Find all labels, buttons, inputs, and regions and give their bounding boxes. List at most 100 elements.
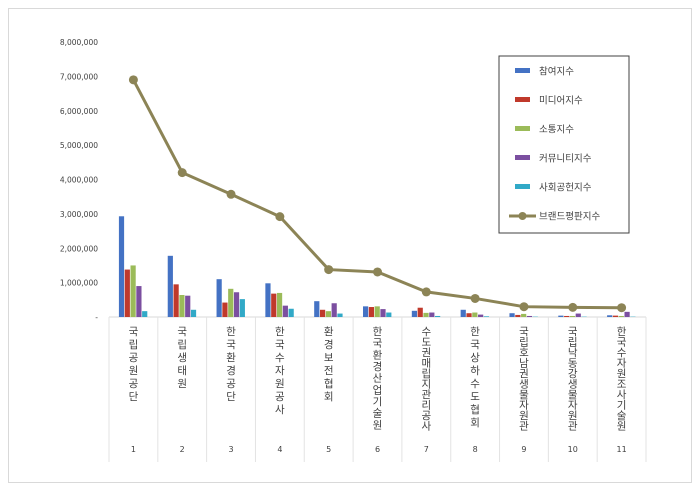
category-number-label: 8 (473, 445, 478, 454)
bar-3 (569, 315, 576, 317)
bar-4 (136, 286, 142, 317)
bar-4 (429, 312, 435, 317)
bar-1 (509, 313, 515, 317)
bar-2 (124, 269, 130, 317)
y-tick-label: 7,000,000 (60, 72, 98, 81)
brand-index-point (421, 287, 431, 297)
line-series (128, 75, 627, 313)
bars (118, 216, 636, 317)
bar-5 (190, 309, 197, 317)
bar-3 (374, 306, 380, 317)
bar-3 (618, 315, 624, 317)
category-number-label: 4 (277, 445, 282, 454)
bar-1 (363, 306, 369, 317)
bar-3 (228, 288, 234, 317)
bar-1 (265, 283, 271, 317)
bar-4 (233, 292, 240, 317)
legend-swatch (515, 184, 530, 189)
legend-swatch (515, 155, 530, 160)
y-axis: - 1,000,000 2,000,000 3,000,000 4,000,000 5,0… (60, 38, 98, 322)
brand-index-point (226, 189, 236, 199)
brand-index-point (470, 293, 480, 303)
bar-3 (325, 311, 331, 317)
legend-label: 참여지수 (539, 66, 574, 78)
bar-2 (271, 293, 277, 317)
bar-1 (118, 216, 125, 317)
bar-5 (386, 312, 392, 317)
y-tick-label: 1,000,000 (60, 279, 98, 288)
bar-2 (368, 307, 374, 317)
legend-label: 미디어지수 (539, 96, 583, 107)
bar-4 (478, 314, 484, 317)
bar-3 (521, 313, 527, 317)
bar-4 (624, 311, 630, 317)
bar-2 (515, 314, 521, 317)
x-axis: 국 립 공 원 공 단 1 국 립 생 태 원 2 한 국 환 경 공 단 3 한 국 수 자 원 공 사 4 환 경 보 전 협 회 5 한 국 환 경 산… (108, 316, 647, 462)
bar-2 (417, 307, 423, 317)
category-number-label: 9 (521, 445, 526, 454)
bar-5 (483, 316, 490, 317)
chart-svg: - 1,000,000 2,000,000 3,000,000 4,000,000 5,0… (60, 38, 647, 462)
bar-1 (411, 310, 418, 317)
bar-4 (380, 309, 386, 317)
bar-1 (558, 315, 564, 317)
category-number-label: 6 (375, 445, 380, 454)
brand-index-point (568, 302, 578, 312)
bar-5 (288, 308, 294, 317)
bar-4 (575, 313, 581, 317)
bar-5 (142, 311, 148, 317)
bar-2 (612, 315, 619, 317)
bar-1 (607, 315, 613, 317)
brand-index-point (519, 302, 529, 312)
brand-index-point (128, 75, 138, 85)
category-number-label: 3 (228, 445, 233, 454)
bar-5 (435, 315, 441, 317)
y-tick-label: 2,000,000 (60, 244, 98, 253)
legend-box (498, 55, 630, 234)
category-number-label: 11 (616, 445, 626, 454)
y-tick-label: - (95, 313, 98, 322)
bar-5 (337, 313, 343, 317)
bar-4 (526, 315, 533, 317)
bar-1 (314, 301, 320, 317)
category-number-label: 5 (326, 445, 331, 454)
brand-index-point (324, 265, 334, 275)
bar-5 (239, 299, 245, 317)
brand-index-point (275, 212, 285, 222)
brand-index-point (177, 168, 187, 178)
bar-4 (185, 295, 191, 317)
legend-swatch (515, 97, 530, 102)
bar-3 (472, 312, 478, 317)
legend-label: 브랜드평판지수 (539, 212, 600, 223)
bar-3 (179, 295, 185, 317)
bar-2 (564, 315, 570, 317)
legend-label: 사회공헌지수 (539, 183, 592, 194)
y-tick-label: 8,000,000 (60, 38, 98, 47)
y-tick-label: 3,000,000 (60, 210, 98, 219)
bar-1 (167, 255, 173, 317)
brand-index-point (373, 267, 382, 277)
category-number-label: 2 (180, 445, 185, 454)
bar-3 (276, 292, 283, 317)
y-tick-label: 5,000,000 (60, 141, 98, 150)
category-number-label: 7 (424, 445, 429, 454)
bar-2 (173, 284, 179, 317)
y-tick-label: 6,000,000 (60, 107, 98, 116)
brand-index-point (617, 303, 627, 313)
bar-2 (466, 313, 472, 317)
category-number-label: 10 (568, 445, 578, 454)
chart-frame: - 1,000,000 2,000,000 3,000,000 4,000,000 5,0… (8, 8, 692, 483)
bar-4 (331, 303, 337, 317)
